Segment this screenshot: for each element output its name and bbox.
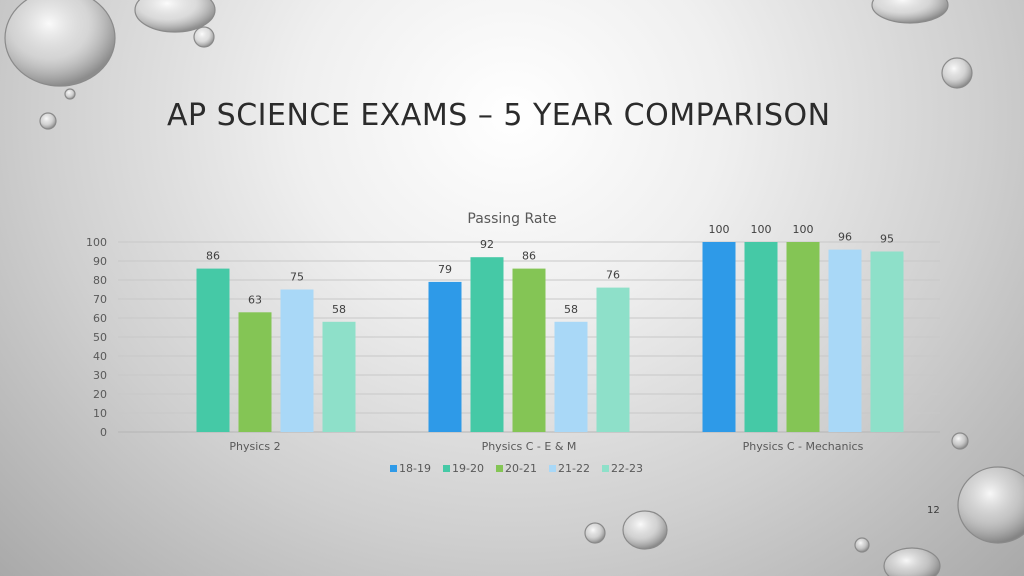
bars	[196, 242, 904, 432]
drop	[193, 26, 215, 48]
x-category-label: Physics 2	[229, 440, 280, 453]
y-tick-label: 60	[93, 312, 107, 325]
legend-swatch	[390, 465, 397, 472]
y-tick-label: 70	[93, 293, 107, 306]
y-tick-label: 20	[93, 388, 107, 401]
data-label: 79	[438, 263, 452, 276]
y-tick-label: 40	[93, 350, 107, 363]
y-tick-label: 80	[93, 274, 107, 287]
data-label: 58	[332, 303, 346, 316]
legend-swatch	[602, 465, 609, 472]
bar-19-20	[744, 242, 778, 432]
bar-22-23	[870, 251, 904, 432]
drop	[584, 522, 606, 544]
data-label: 86	[522, 250, 536, 263]
bar-22-23	[322, 321, 356, 432]
bar-19-20	[470, 257, 504, 432]
drop	[951, 432, 969, 450]
drop	[622, 510, 668, 550]
drop	[64, 88, 76, 100]
x-category-label: Physics C - Mechanics	[743, 440, 864, 453]
data-label: 58	[564, 303, 578, 316]
legend-label: 19-20	[452, 462, 484, 475]
y-tick-label: 50	[93, 331, 107, 344]
bar-21-22	[280, 289, 314, 432]
data-label: 95	[880, 233, 894, 246]
bar-21-22	[828, 249, 862, 432]
legend: 18-19 19-20 20-21 21-22 22-23	[390, 462, 643, 475]
data-label: 100	[709, 223, 730, 236]
x-category-label: Physics C - E & M	[482, 440, 577, 453]
drop	[4, 0, 116, 87]
data-label: 96	[838, 231, 852, 244]
page-number: 12	[927, 505, 940, 516]
legend-swatch	[443, 465, 450, 472]
drop	[134, 0, 216, 33]
data-label: 100	[793, 223, 814, 236]
x-axis: Physics 2 Physics C - E & M Physics C - Me…	[229, 440, 863, 453]
slide-title: AP SCIENCE EXAMS – 5 YEAR COMPARISON	[167, 98, 831, 133]
y-tick-label: 30	[93, 369, 107, 382]
drop	[871, 0, 949, 24]
legend-label: 22-23	[611, 462, 643, 475]
bar-20-21	[512, 268, 546, 432]
bar-18-19	[702, 242, 736, 432]
chart-title: Passing Rate	[467, 211, 556, 227]
data-label: 86	[206, 250, 220, 263]
y-tick-label: 0	[100, 426, 107, 439]
drop	[957, 466, 1024, 544]
drop	[941, 57, 973, 89]
data-label: 92	[480, 238, 494, 251]
legend-label: 20-21	[505, 462, 537, 475]
bar-19-20	[196, 268, 230, 432]
data-labels: 86 63 75 58 79 92 86 58 76 100 100 100 96 95	[206, 223, 894, 316]
data-label: 75	[290, 271, 304, 284]
data-label: 63	[248, 293, 262, 306]
y-tick-label: 100	[86, 236, 107, 249]
legend-swatch	[496, 465, 503, 472]
y-axis: 0 10 20 30 40 50 60 70 80 90 100	[86, 236, 107, 439]
bar-18-19	[428, 281, 462, 432]
bar-20-21	[238, 312, 272, 432]
y-tick-label: 90	[93, 255, 107, 268]
legend-label: 21-22	[558, 462, 590, 475]
drop	[883, 547, 941, 576]
bar-22-23	[596, 287, 630, 432]
drop	[39, 112, 57, 130]
data-label: 76	[606, 269, 620, 282]
legend-swatch	[549, 465, 556, 472]
y-tick-label: 10	[93, 407, 107, 420]
bar-21-22	[554, 321, 588, 432]
legend-label: 18-19	[399, 462, 431, 475]
drop	[854, 537, 870, 553]
data-label: 100	[751, 223, 772, 236]
bar-20-21	[786, 242, 820, 432]
